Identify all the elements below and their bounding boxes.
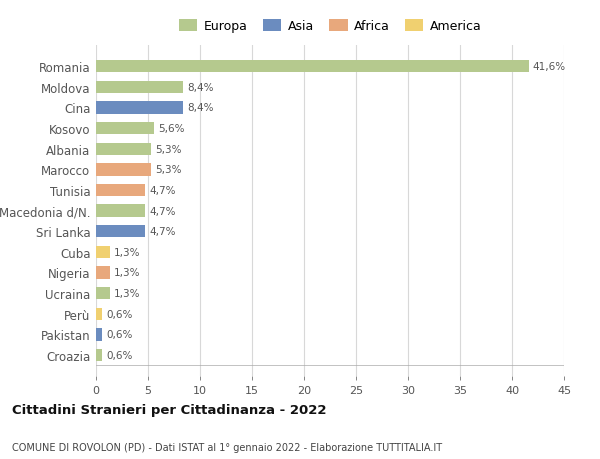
Text: 8,4%: 8,4% (188, 83, 214, 93)
Bar (96, 102, 184, 114)
Bar (96, 61, 529, 73)
Text: Cittadini Stranieri per Cittadinanza - 2022: Cittadini Stranieri per Cittadinanza - 2… (12, 403, 326, 416)
Text: COMUNE DI ROVOLON (PD) - Dati ISTAT al 1° gennaio 2022 - Elaborazione TUTTITALIA: COMUNE DI ROVOLON (PD) - Dati ISTAT al 1… (12, 442, 442, 452)
Legend: Europa, Asia, Africa, America: Europa, Asia, Africa, America (179, 19, 481, 33)
Bar (96, 82, 184, 94)
Text: 0,6%: 0,6% (106, 330, 133, 340)
Bar (96, 246, 110, 258)
Text: 5,3%: 5,3% (155, 145, 182, 154)
Bar (96, 267, 110, 279)
Bar (96, 225, 145, 238)
Bar (96, 287, 110, 300)
Bar (96, 123, 154, 135)
Text: 5,3%: 5,3% (155, 165, 182, 175)
Text: 1,3%: 1,3% (113, 288, 140, 298)
Text: 4,7%: 4,7% (149, 206, 176, 216)
Bar (96, 164, 151, 176)
Text: 1,3%: 1,3% (113, 247, 140, 257)
Text: 4,7%: 4,7% (149, 185, 176, 196)
Bar (96, 205, 145, 217)
Bar (96, 349, 102, 361)
Bar (96, 185, 145, 197)
Text: 1,3%: 1,3% (113, 268, 140, 278)
Bar (96, 308, 102, 320)
Text: 41,6%: 41,6% (533, 62, 566, 72)
Bar (96, 143, 151, 156)
Text: 0,6%: 0,6% (106, 309, 133, 319)
Text: 5,6%: 5,6% (158, 124, 185, 134)
Text: 0,6%: 0,6% (106, 350, 133, 360)
Text: 8,4%: 8,4% (188, 103, 214, 113)
Bar (96, 329, 102, 341)
Text: 4,7%: 4,7% (149, 227, 176, 237)
